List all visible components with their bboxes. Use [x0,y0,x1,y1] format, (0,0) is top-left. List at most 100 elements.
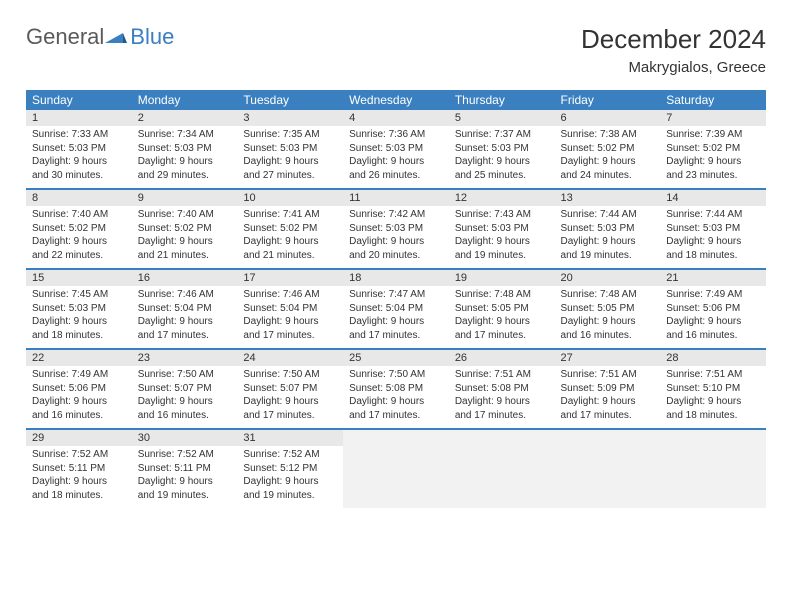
sunset: Sunset: 5:05 PM [561,302,655,316]
daylight-line2: and 16 minutes. [32,409,126,423]
sunrise: Sunrise: 7:46 AM [243,288,337,302]
day-number-cell: 7 [660,110,766,126]
sunset: Sunset: 5:07 PM [138,382,232,396]
daylight-line2: and 21 minutes. [243,249,337,263]
daylight-line2: and 26 minutes. [349,169,443,183]
sunrise: Sunrise: 7:36 AM [349,128,443,142]
sunrise: Sunrise: 7:44 AM [561,208,655,222]
day-body-cell: Sunrise: 7:46 AMSunset: 5:04 PMDaylight:… [237,286,343,349]
sunset: Sunset: 5:03 PM [138,142,232,156]
day-body-cell: Sunrise: 7:33 AMSunset: 5:03 PMDaylight:… [26,126,132,189]
day-body-cell: Sunrise: 7:34 AMSunset: 5:03 PMDaylight:… [132,126,238,189]
sunset: Sunset: 5:02 PM [561,142,655,156]
day-body-cell: Sunrise: 7:51 AMSunset: 5:09 PMDaylight:… [555,366,661,429]
logo-part1: General [26,24,104,50]
daylight-line2: and 24 minutes. [561,169,655,183]
sunrise: Sunrise: 7:48 AM [455,288,549,302]
daylight-line2: and 17 minutes. [138,329,232,343]
daylight-line1: Daylight: 9 hours [243,395,337,409]
daylight-line1: Daylight: 9 hours [138,475,232,489]
daylight-line1: Daylight: 9 hours [666,315,760,329]
sunset: Sunset: 5:03 PM [349,222,443,236]
day-number-cell: 25 [343,350,449,366]
sunrise: Sunrise: 7:48 AM [561,288,655,302]
day-number-cell: 8 [26,190,132,206]
day-body-cell: Sunrise: 7:50 AMSunset: 5:07 PMDaylight:… [237,366,343,429]
daylight-line2: and 16 minutes. [666,329,760,343]
daylight-line1: Daylight: 9 hours [349,395,443,409]
daylight-line1: Daylight: 9 hours [138,395,232,409]
sunrise: Sunrise: 7:44 AM [666,208,760,222]
day-body-cell: Sunrise: 7:42 AMSunset: 5:03 PMDaylight:… [343,206,449,269]
sunrise: Sunrise: 7:50 AM [138,368,232,382]
day-body-cell: Sunrise: 7:46 AMSunset: 5:04 PMDaylight:… [132,286,238,349]
daybody-row: Sunrise: 7:33 AM Sunset: 5:03 PM Daylight:… [26,126,766,189]
day-number-cell: 17 [237,270,343,286]
sunset: Sunset: 5:07 PM [243,382,337,396]
sunset: Sunset: 5:08 PM [455,382,549,396]
sunrise: Sunrise: 7:51 AM [455,368,549,382]
calendar-table: Sunday Monday Tuesday Wednesday Thursday… [26,90,766,508]
day-number-cell: 9 [132,190,238,206]
sunset: Sunset: 5:03 PM [455,222,549,236]
daylight-line1: Daylight: 9 hours [243,235,337,249]
day-number-cell: 15 [26,270,132,286]
day-body-cell: Sunrise: 7:39 AMSunset: 5:02 PMDaylight:… [660,126,766,189]
sunrise: Sunrise: 7:42 AM [349,208,443,222]
daylight-line1: Daylight: 9 hours [243,155,337,169]
daylight-line2: and 16 minutes. [138,409,232,423]
daylight-line2: and 20 minutes. [349,249,443,263]
daylight-line1: Daylight: 9 hours [349,315,443,329]
daylight-line1: Daylight: 9 hours [349,155,443,169]
daynum-row: 15161718192021 [26,270,766,286]
daylight-line2: and 17 minutes. [349,329,443,343]
sunrise: Sunrise: 7:49 AM [666,288,760,302]
daylight-line2: and 18 minutes. [32,329,126,343]
daynum-row: 22232425262728 [26,350,766,366]
sunset: Sunset: 5:04 PM [138,302,232,316]
sunset: Sunset: 5:12 PM [243,462,337,476]
day-body-cell [449,446,555,508]
day-body-cell: Sunrise: 7:50 AMSunset: 5:07 PMDaylight:… [132,366,238,429]
day-number-cell: 6 [555,110,661,126]
page-title: December 2024 [581,24,766,55]
day-body-cell: Sunrise: 7:44 AMSunset: 5:03 PMDaylight:… [555,206,661,269]
day-number-cell: 23 [132,350,238,366]
sunrise: Sunrise: 7:51 AM [666,368,760,382]
sunrise: Sunrise: 7:52 AM [32,448,126,462]
sunrise: Sunrise: 7:40 AM [138,208,232,222]
daylight-line2: and 27 minutes. [243,169,337,183]
daylight-line2: and 17 minutes. [561,409,655,423]
day-number-cell: 19 [449,270,555,286]
daylight-line2: and 17 minutes. [349,409,443,423]
day-number-cell: 1 [26,110,132,126]
weekday-thu: Thursday [449,90,555,110]
day-number-cell: 18 [343,270,449,286]
day-body-cell: Sunrise: 7:41 AMSunset: 5:02 PMDaylight:… [237,206,343,269]
daybody-row: Sunrise: 7:40 AM Sunset: 5:02 PMDaylight:… [26,206,766,269]
daylight-line2: and 21 minutes. [138,249,232,263]
day-body-cell: Sunrise: 7:48 AMSunset: 5:05 PMDaylight:… [449,286,555,349]
sunset: Sunset: 5:04 PM [349,302,443,316]
sunrise: Sunrise: 7:37 AM [455,128,549,142]
daylight-line1: Daylight: 9 hours [32,395,126,409]
day-body-cell: Sunrise: 7:50 AMSunset: 5:08 PMDaylight:… [343,366,449,429]
daynum-row: 891011121314 [26,190,766,206]
day-number-cell: 5 [449,110,555,126]
sunset: Sunset: 5:11 PM [138,462,232,476]
daylight-line1: Daylight: 9 hours [455,395,549,409]
day-number-cell [660,430,766,446]
sunset: Sunset: 5:02 PM [243,222,337,236]
day-body-cell: Sunrise: 7:49 AMSunset: 5:06 PMDaylight:… [26,366,132,429]
day-number-cell: 31 [237,430,343,446]
sunrise: Sunrise: 7:52 AM [138,448,232,462]
day-number-cell: 2 [132,110,238,126]
daylight-line1: Daylight: 9 hours [138,315,232,329]
daylight-line1: Daylight: 9 hours [666,395,760,409]
sunrise: Sunrise: 7:33 AM [32,128,126,142]
day-body-cell: Sunrise: 7:40 AMSunset: 5:02 PMDaylight:… [26,206,132,269]
daylight-line2: and 17 minutes. [455,329,549,343]
weekday-fri: Friday [555,90,661,110]
day-number-cell: 27 [555,350,661,366]
sunset: Sunset: 5:05 PM [455,302,549,316]
